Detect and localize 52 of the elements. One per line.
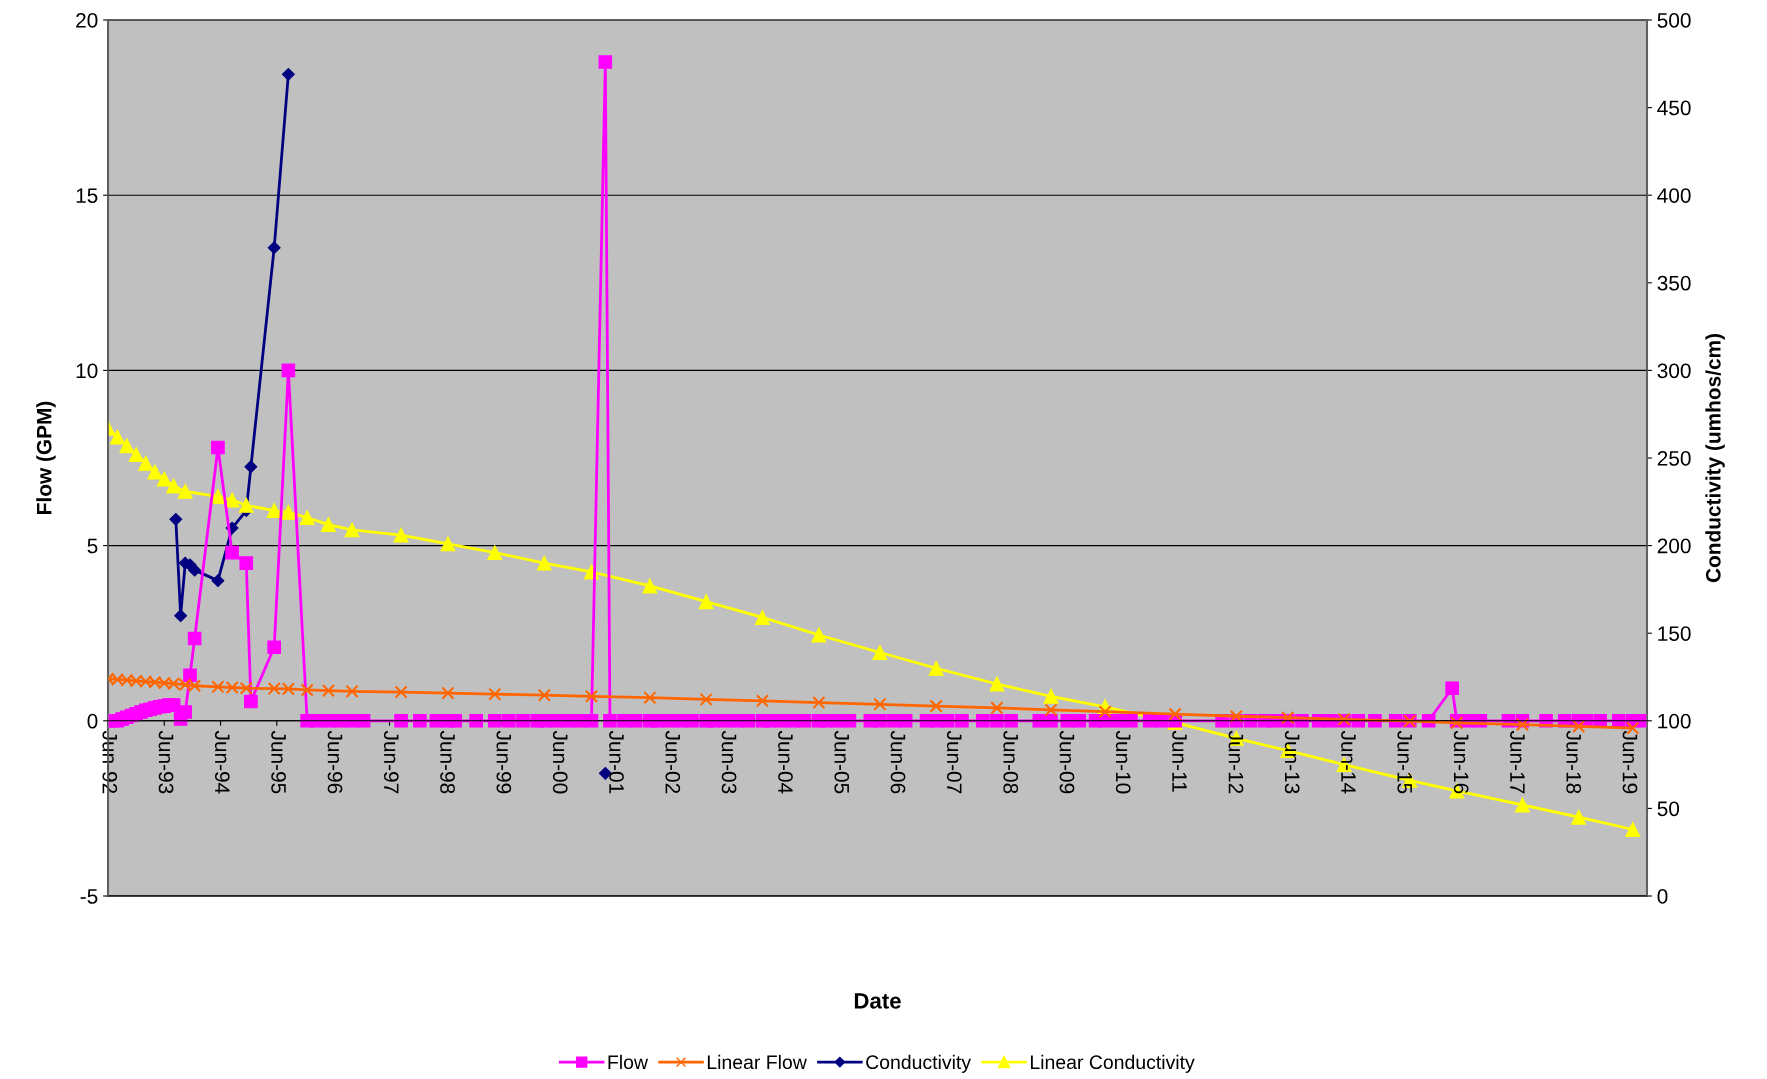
x-tick-label: Jun-96 xyxy=(327,730,343,794)
legend-label: Conductivity xyxy=(866,1054,972,1073)
x-tick-label: Jun-14 xyxy=(1341,730,1356,794)
x-tick-label: Jun-04 xyxy=(778,730,793,794)
x-tick-label: Jun-17 xyxy=(1510,730,1525,794)
y2-tick-label: 100 xyxy=(1658,713,1691,729)
legend-label: Linear Conductivity xyxy=(1030,1054,1195,1073)
x-tick-label: Jun-08 xyxy=(1003,730,1019,794)
y-tick-label: 0 xyxy=(87,713,98,729)
x-tick-label: Jun-13 xyxy=(1284,730,1300,794)
y2-tick-label: 350 xyxy=(1657,275,1691,291)
x-tick-label: Jun-16 xyxy=(1453,730,1469,794)
x-tick-label: Jun-94 xyxy=(214,730,230,794)
legend-label: Flow xyxy=(608,1054,649,1070)
x-tick-label: Jun-00 xyxy=(552,730,568,794)
y-tick-label: 10 xyxy=(76,363,98,379)
y2-tick-label: 150 xyxy=(1658,626,1691,641)
y-tick-label: 20 xyxy=(76,13,98,28)
y2-tick-label: 200 xyxy=(1657,538,1691,554)
x-tick-label: Jun-01 xyxy=(609,730,624,794)
x-tick-label: Jun-07 xyxy=(946,730,962,794)
y-tick-label: -5 xyxy=(80,889,98,904)
y2-tick-label: 450 xyxy=(1657,100,1691,116)
x-tick-label: Jun-10 xyxy=(1115,730,1131,794)
x-tick-label: Jun-98 xyxy=(440,730,455,794)
x-tick-label: Jun-09 xyxy=(1059,730,1075,794)
x-tick-label: Jun-93 xyxy=(158,730,174,794)
y2-tick-label: 50 xyxy=(1657,801,1680,817)
y-tick-label: 15 xyxy=(76,188,98,203)
y2-tick-label: 300 xyxy=(1657,363,1691,379)
x-axis-title: Date xyxy=(854,993,901,1009)
y-tick-label: 5 xyxy=(87,538,98,554)
x-tick-label: Jun-11 xyxy=(1172,730,1187,792)
x-tick-label: Jun-06 xyxy=(890,730,906,794)
x-tick-label: Jun-19 xyxy=(1622,730,1638,794)
y2-tick-label: 0 xyxy=(1657,889,1668,904)
x-tick-label: Jun-03 xyxy=(721,730,737,794)
x-tick-label: Jun-92 xyxy=(102,730,118,794)
x-tick-label: Jun-05 xyxy=(834,730,850,794)
x-tick-label: Jun-15 xyxy=(1397,730,1412,794)
x-tick-label: Jun-18 xyxy=(1566,730,1582,794)
x-tick-label: Jun-97 xyxy=(383,730,399,794)
y2-tick-label: 250 xyxy=(1657,451,1691,466)
x-tick-label: Jun-99 xyxy=(496,730,512,794)
y2-axis-title: Conductivity (umhos/cm) xyxy=(1705,334,1725,583)
y2-tick-label: 400 xyxy=(1657,188,1691,203)
y-axis-title: Flow (GPM) xyxy=(36,401,56,514)
x-tick-label: Jun-12 xyxy=(1228,730,1244,794)
x-tick-label: Jun-95 xyxy=(271,730,286,794)
legend-label: Linear Flow xyxy=(707,1054,807,1070)
x-tick-label: Jun-02 xyxy=(665,730,681,794)
y2-tick-label: 500 xyxy=(1657,13,1691,28)
